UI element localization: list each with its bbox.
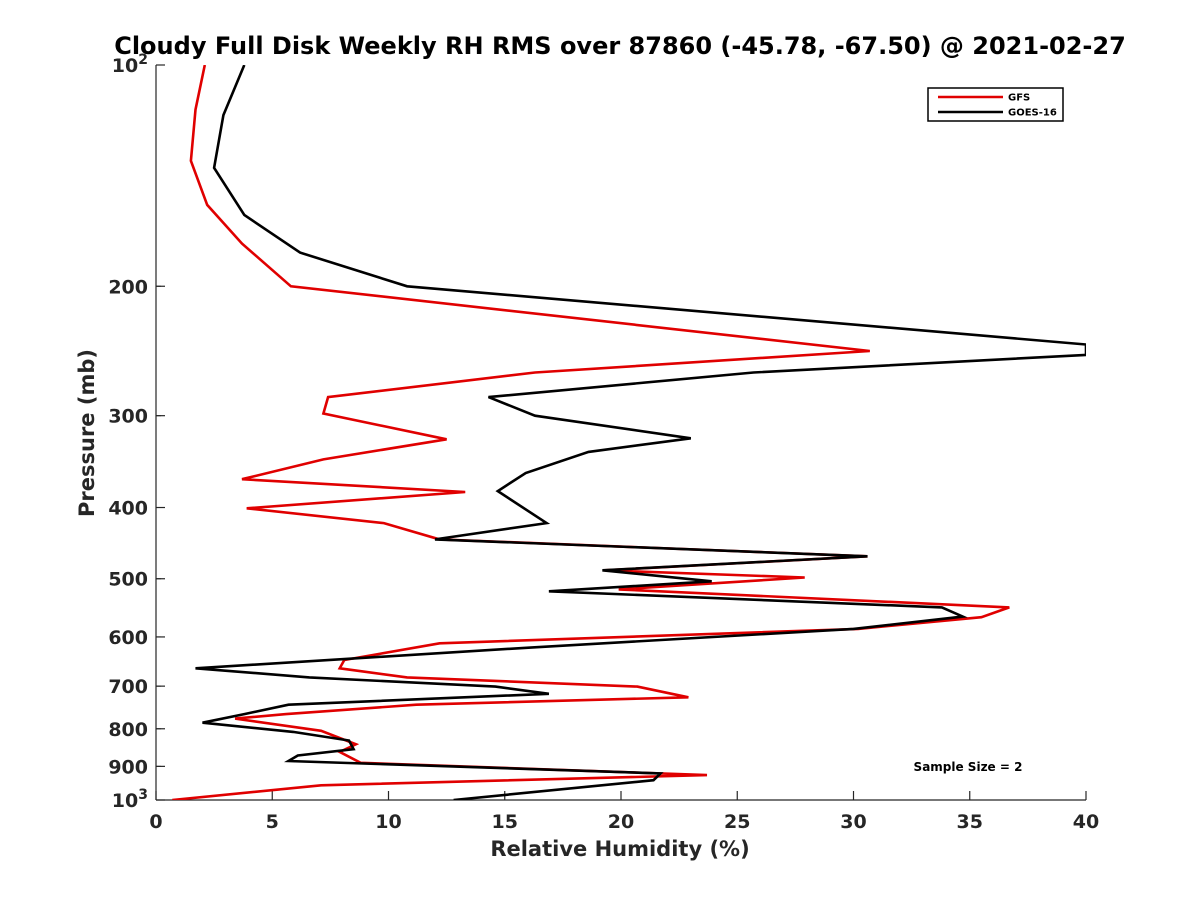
plot-area: 0 5 10 15 20 25 30 35 40 102 200 300 400 500 600 700 800… <box>108 52 1099 833</box>
y-tick-label: 500 <box>108 569 148 591</box>
y-tick-label: 103 <box>112 787 148 812</box>
x-axis-label: Relative Humidity (%) <box>490 837 749 861</box>
series-line-gfs <box>172 65 1010 800</box>
legend: GFS GOES-16 <box>927 87 1064 122</box>
sample-size-annotation: Sample Size = 2 <box>914 760 1023 774</box>
y-axis-label: Pressure (mb) <box>75 349 99 517</box>
legend-box <box>927 87 1064 122</box>
x-tick-label: 20 <box>608 811 634 833</box>
legend-label: GFS <box>1008 93 1030 104</box>
y-tick-label: 600 <box>108 627 148 649</box>
x-tick-label: 25 <box>724 811 750 833</box>
y-tick-label: 200 <box>108 276 148 298</box>
legend-label: GOES-16 <box>1008 108 1057 119</box>
x-tick-label: 5 <box>266 811 279 833</box>
x-tick-label: 40 <box>1073 811 1099 833</box>
y-tick-label: 800 <box>108 719 148 741</box>
x-tick-label: 0 <box>149 811 162 833</box>
x-tick-label: 35 <box>957 811 983 833</box>
y-tick-label: 400 <box>108 498 148 520</box>
y-tick-label: 102 <box>112 52 148 77</box>
x-tick-label: 30 <box>840 811 866 833</box>
series-line-goes-16 <box>195 65 1086 800</box>
y-tick-label: 700 <box>108 676 148 698</box>
chart-title: Cloudy Full Disk Weekly RH RMS over 8786… <box>114 32 1126 60</box>
x-tick-label: 15 <box>492 811 518 833</box>
y-tick-label: 300 <box>108 406 148 428</box>
y-tick-label: 900 <box>108 756 148 778</box>
x-tick-label: 10 <box>375 811 401 833</box>
